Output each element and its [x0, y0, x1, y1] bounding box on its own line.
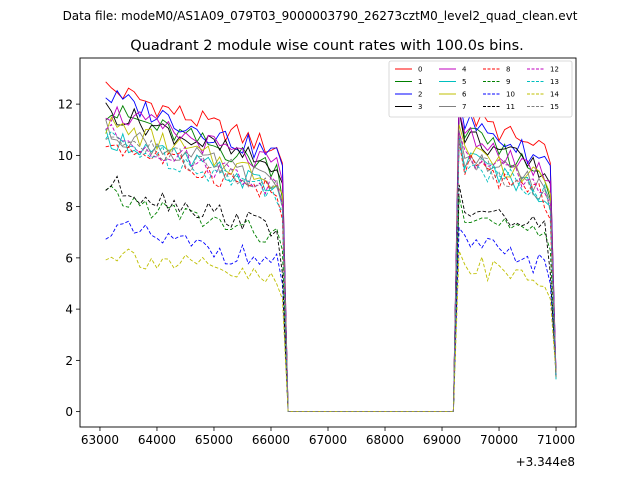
- legend-label-1: 1: [418, 78, 422, 86]
- legend-label-0: 0: [418, 66, 422, 74]
- series-line-11: [105, 175, 557, 413]
- legend-label-3: 3: [418, 103, 422, 111]
- legend-label-8: 8: [506, 66, 510, 74]
- y-axis: 0 2 4 6 8 10 12: [58, 98, 80, 419]
- x-tick-label: 68000: [366, 433, 404, 447]
- legend-label-11: 11: [506, 103, 515, 111]
- series-line-15: [105, 136, 557, 413]
- y-tick-label: 8: [65, 200, 73, 214]
- series-line-9: [105, 185, 557, 413]
- legend-label-14: 14: [550, 91, 559, 99]
- legend-label-13: 13: [550, 78, 559, 86]
- y-tick-label: 2: [65, 354, 73, 368]
- legend-label-15: 15: [550, 103, 559, 111]
- x-tick-label: 63000: [81, 433, 119, 447]
- legend-label-4: 4: [462, 66, 467, 74]
- x-axis: 63000 64000 65000 66000 67000 68000 69000 70000…: [81, 427, 575, 447]
- legend-frame: [388, 60, 573, 118]
- legend-label-6: 6: [462, 91, 467, 99]
- x-tick-label: 67000: [309, 433, 347, 447]
- plot-frame: [79, 57, 577, 428]
- legend-label-12: 12: [550, 66, 559, 74]
- x-tick-label: 70000: [480, 433, 518, 447]
- series-line-14: [105, 248, 557, 413]
- x-tick-label: 66000: [252, 433, 290, 447]
- x-offset-label: +3.344e8: [516, 455, 575, 469]
- legend-label-5: 5: [462, 78, 466, 86]
- x-tick-label: 69000: [423, 433, 461, 447]
- chart-title: Quadrant 2 module wise count rates with …: [130, 38, 524, 54]
- x-tick-label: 64000: [138, 433, 176, 447]
- chart-suptitle: Data file: modeM0/AS1A09_079T03_90000037…: [63, 9, 578, 23]
- series-line-10: [105, 220, 557, 413]
- y-tick-label: 0: [65, 405, 73, 419]
- legend-label-9: 9: [506, 78, 510, 86]
- legend-label-7: 7: [462, 103, 466, 111]
- y-tick-label: 4: [65, 303, 73, 317]
- series-line-3: [105, 102, 557, 413]
- y-tick-label: 10: [58, 149, 73, 163]
- series-line-4: [105, 105, 557, 413]
- series-line-2: [105, 89, 557, 413]
- series-line-13: [105, 130, 557, 413]
- y-tick-label: 6: [65, 251, 73, 265]
- y-tick-label: 12: [58, 98, 73, 112]
- series-line-8: [105, 141, 557, 413]
- series-line-6: [105, 116, 557, 413]
- series-layer: [105, 81, 557, 413]
- legend-label-10: 10: [506, 91, 515, 99]
- legend-label-2: 2: [418, 91, 422, 99]
- x-tick-label: 65000: [195, 433, 233, 447]
- x-tick-label: 71000: [537, 433, 575, 447]
- series-line-0: [105, 81, 557, 413]
